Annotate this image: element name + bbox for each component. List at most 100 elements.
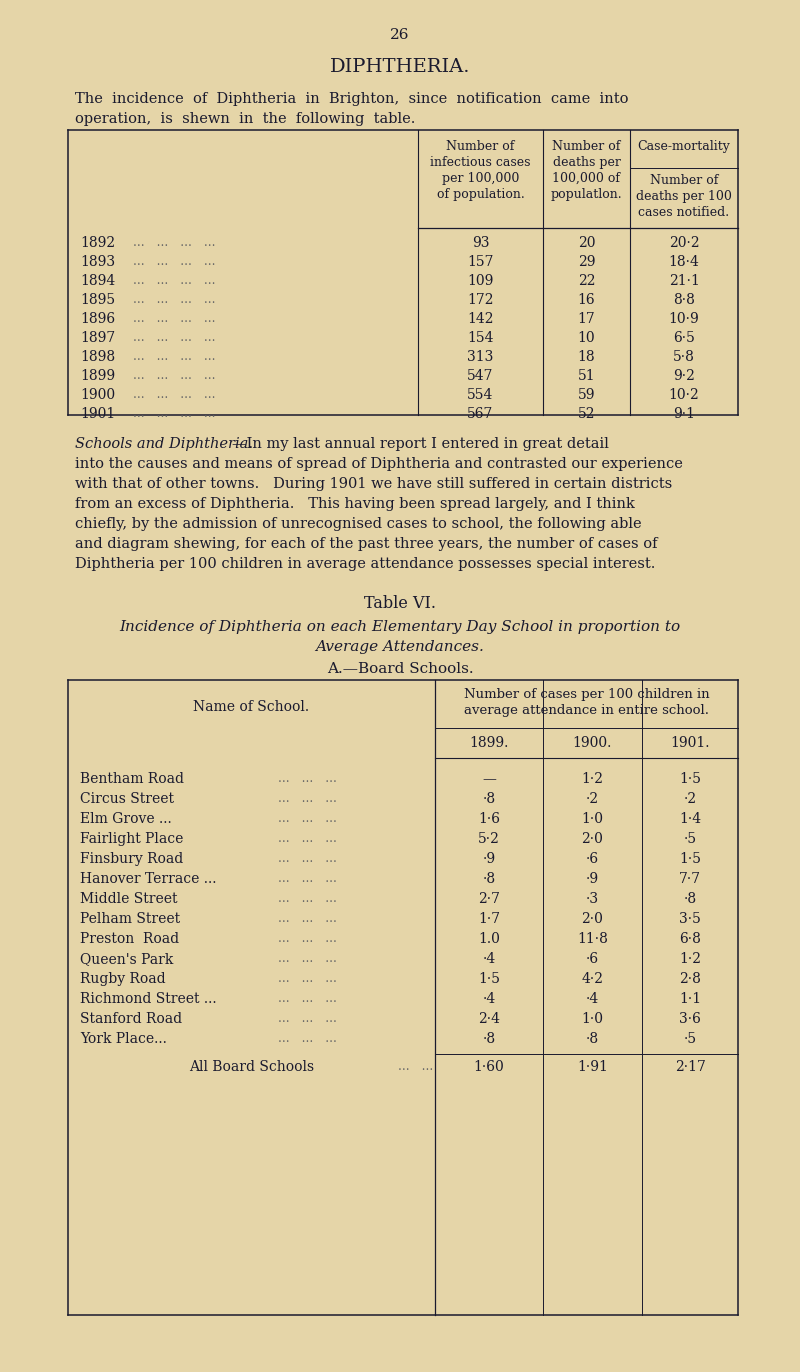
Text: —In my last annual report I entered in great detail: —In my last annual report I entered in g…: [232, 438, 609, 451]
Text: ·8: ·8: [482, 792, 495, 805]
Text: 18: 18: [578, 350, 595, 364]
Text: ·2: ·2: [586, 792, 599, 805]
Text: ·8: ·8: [683, 892, 697, 906]
Text: 1·5: 1·5: [679, 772, 701, 786]
Text: Number of cases per 100 children in: Number of cases per 100 children in: [464, 687, 710, 701]
Text: 313: 313: [467, 350, 494, 364]
Text: Preston  Road: Preston Road: [80, 932, 179, 947]
Text: ...   ...   ...   ...: ... ... ... ...: [133, 369, 215, 381]
Text: ...   ...   ...: ... ... ...: [278, 873, 337, 885]
Text: 1·4: 1·4: [679, 812, 701, 826]
Text: ·3: ·3: [586, 892, 599, 906]
Text: Queen's Park: Queen's Park: [80, 952, 174, 966]
Text: ...   ...   ...: ... ... ...: [278, 1013, 337, 1025]
Text: 20: 20: [578, 236, 595, 250]
Text: Pelham Street: Pelham Street: [80, 912, 180, 926]
Text: ...   ...   ...   ...: ... ... ... ...: [133, 311, 215, 325]
Text: 52: 52: [578, 407, 595, 421]
Text: 29: 29: [578, 255, 595, 269]
Text: 2·4: 2·4: [478, 1013, 500, 1026]
Text: 1·0: 1·0: [582, 812, 603, 826]
Text: Number of: Number of: [446, 140, 514, 154]
Text: into the causes and means of spread of Diphtheria and contrasted our experience: into the causes and means of spread of D…: [75, 457, 683, 471]
Text: 1·1: 1·1: [679, 992, 701, 1006]
Text: ...   ...   ...: ... ... ...: [278, 992, 337, 1006]
Text: cases notified.: cases notified.: [638, 206, 730, 220]
Text: 2·17: 2·17: [674, 1061, 706, 1074]
Text: Schools and Diphtheria.: Schools and Diphtheria.: [75, 438, 253, 451]
Text: ·2: ·2: [683, 792, 697, 805]
Text: average attendance in entire school.: average attendance in entire school.: [464, 704, 709, 718]
Text: populatlon.: populatlon.: [550, 188, 622, 202]
Text: 554: 554: [467, 388, 494, 402]
Text: Circus Street: Circus Street: [80, 792, 174, 805]
Text: ...   ...   ...   ...: ... ... ... ...: [133, 388, 215, 401]
Text: 59: 59: [578, 388, 595, 402]
Text: 21·1: 21·1: [669, 274, 699, 288]
Text: ...   ...   ...   ...: ... ... ... ...: [133, 294, 215, 306]
Text: ...   ...   ...: ... ... ...: [278, 1032, 337, 1045]
Text: ...   ...   ...   ...: ... ... ... ...: [133, 331, 215, 344]
Text: 10: 10: [578, 331, 595, 344]
Text: ·5: ·5: [683, 1032, 697, 1045]
Text: ·4: ·4: [586, 992, 599, 1006]
Text: All Board Schools: All Board Schools: [189, 1061, 314, 1074]
Text: Richmond Street ...: Richmond Street ...: [80, 992, 217, 1006]
Text: 1·0: 1·0: [582, 1013, 603, 1026]
Text: infectious cases: infectious cases: [430, 156, 530, 169]
Text: 1900.: 1900.: [573, 735, 612, 750]
Text: 1897: 1897: [80, 331, 115, 344]
Text: 51: 51: [578, 369, 595, 383]
Text: with that of other towns.   During 1901 we have still suffered in certain distri: with that of other towns. During 1901 we…: [75, 477, 672, 491]
Text: ·4: ·4: [482, 952, 496, 966]
Text: 1·2: 1·2: [582, 772, 603, 786]
Text: 1901: 1901: [80, 407, 115, 421]
Text: ...   ...   ...: ... ... ...: [278, 831, 337, 845]
Text: 6·8: 6·8: [679, 932, 701, 947]
Text: 1893: 1893: [80, 255, 115, 269]
Text: 26: 26: [390, 27, 410, 43]
Text: 1899: 1899: [80, 369, 115, 383]
Text: Case-mortality: Case-mortality: [638, 140, 730, 154]
Text: ...   ...   ...   ...: ... ... ... ...: [133, 350, 215, 364]
Text: 1·91: 1·91: [577, 1061, 608, 1074]
Text: ...   ...   ...   ...: ... ... ... ...: [133, 255, 215, 268]
Text: 172: 172: [467, 294, 494, 307]
Text: from an excess of Diphtheria.   This having been spread largely, and I think: from an excess of Diphtheria. This havin…: [75, 497, 635, 510]
Text: ·8: ·8: [482, 873, 495, 886]
Text: 2·0: 2·0: [582, 912, 603, 926]
Text: 18·4: 18·4: [669, 255, 699, 269]
Text: 567: 567: [467, 407, 494, 421]
Text: 8·8: 8·8: [673, 294, 695, 307]
Text: 6·5: 6·5: [673, 331, 695, 344]
Text: 1·6: 1·6: [478, 812, 500, 826]
Text: 10·2: 10·2: [669, 388, 699, 402]
Text: ·6: ·6: [586, 852, 599, 866]
Text: 17: 17: [578, 311, 595, 327]
Text: ...   ...   ...: ... ... ...: [278, 912, 337, 925]
Text: 3·6: 3·6: [679, 1013, 701, 1026]
Text: 16: 16: [578, 294, 595, 307]
Text: ...   ...   ...   ...: ... ... ... ...: [133, 236, 215, 248]
Text: 142: 142: [467, 311, 494, 327]
Text: Elm Grove ...: Elm Grove ...: [80, 812, 172, 826]
Text: per 100,000: per 100,000: [442, 172, 519, 185]
Text: 4·2: 4·2: [582, 971, 603, 986]
Text: Name of School.: Name of School.: [194, 700, 310, 713]
Text: York Place...: York Place...: [80, 1032, 167, 1045]
Text: Number of: Number of: [552, 140, 621, 154]
Text: DIPHTHERIA.: DIPHTHERIA.: [330, 58, 470, 75]
Text: deaths per: deaths per: [553, 156, 621, 169]
Text: Bentham Road: Bentham Road: [80, 772, 184, 786]
Text: ...   ...   ...: ... ... ...: [278, 772, 337, 785]
Text: 154: 154: [467, 331, 494, 344]
Text: ...   ...   ...: ... ... ...: [278, 952, 337, 965]
Text: and diagram shewing, for each of the past three years, the number of cases of: and diagram shewing, for each of the pas…: [75, 536, 658, 552]
Text: 1·60: 1·60: [474, 1061, 504, 1074]
Text: 9·2: 9·2: [673, 369, 695, 383]
Text: Stanford Road: Stanford Road: [80, 1013, 182, 1026]
Text: 10·9: 10·9: [669, 311, 699, 327]
Text: Number of: Number of: [650, 174, 718, 187]
Text: The  incidence  of  Diphtheria  in  Brighton,  since  notification  came  into: The incidence of Diphtheria in Brighton,…: [75, 92, 629, 106]
Text: ...   ...   ...: ... ... ...: [278, 932, 337, 945]
